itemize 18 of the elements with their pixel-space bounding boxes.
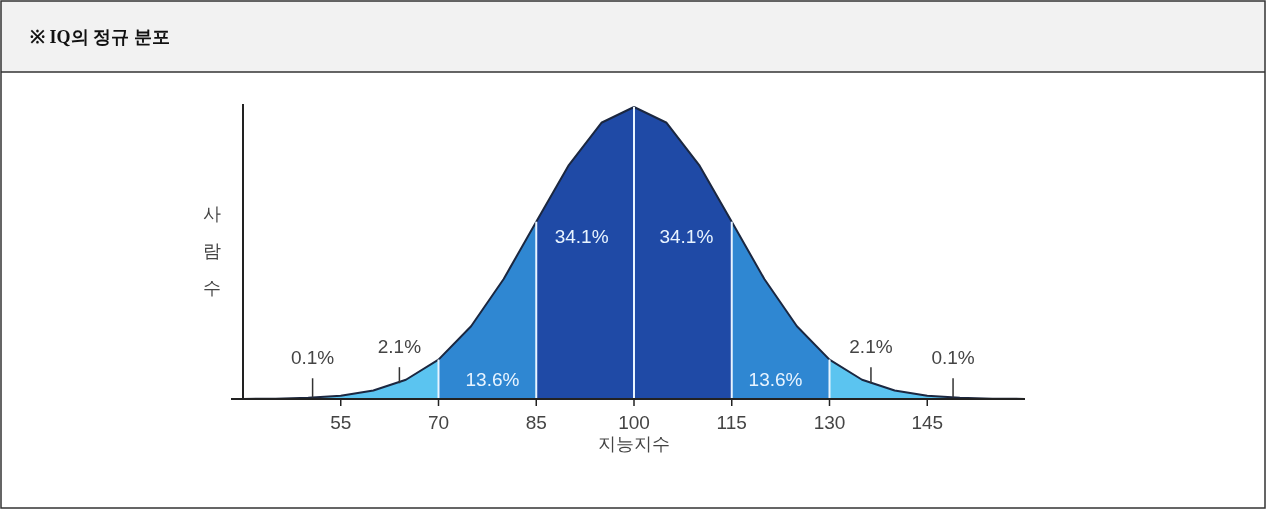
x-tick-label: 55 (330, 412, 352, 433)
annotation: 34.1% (659, 226, 714, 248)
annotation: 34.1% (554, 226, 609, 248)
x-tick-label: 115 (716, 412, 747, 433)
chart-title: ※ IQ의 정규 분포 (30, 27, 170, 47)
annotation: 0.1% (290, 347, 335, 369)
x-tick-label: 100 (618, 412, 650, 433)
x-axis-title: 지능지수 (598, 434, 670, 454)
x-tick-label: 145 (911, 412, 944, 433)
annotation: 0.1% (931, 347, 975, 369)
x-tick-label: 70 (427, 412, 450, 433)
y-axis-title: 사람 수 (203, 204, 221, 298)
annotation: 13.6% (748, 369, 803, 391)
x-tick-label: 85 (525, 412, 547, 433)
x-tick-label: 130 (813, 412, 846, 433)
annotation: 2.1% (377, 335, 422, 357)
annotation: 2.1% (849, 335, 893, 357)
annotation: 13.6% (465, 369, 520, 391)
